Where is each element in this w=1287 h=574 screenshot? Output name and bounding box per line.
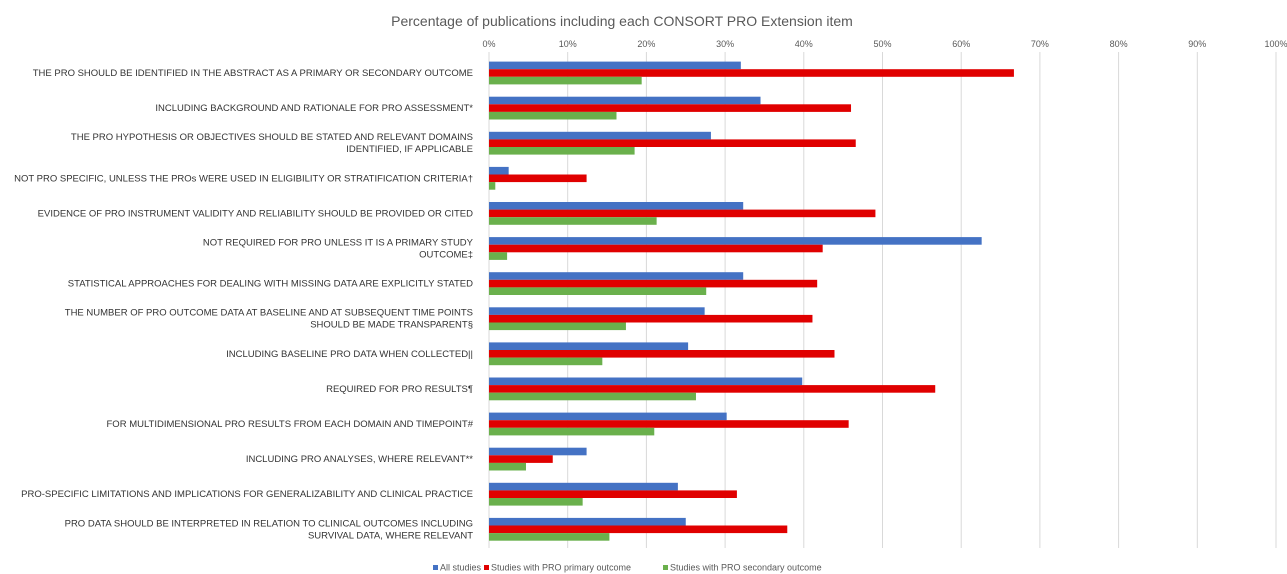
bar	[489, 322, 626, 331]
bar	[489, 147, 635, 155]
bar	[489, 490, 737, 498]
bar	[489, 252, 508, 260]
legend-swatch	[663, 565, 668, 570]
legend-swatch	[484, 565, 489, 570]
bar	[489, 104, 852, 112]
bar	[489, 209, 876, 218]
bar	[489, 166, 509, 175]
bar	[489, 420, 849, 428]
x-tick-label: 80%	[1110, 39, 1128, 49]
bar	[489, 61, 741, 70]
bar	[489, 462, 526, 471]
bar	[489, 139, 856, 147]
chart-title: Percentage of publications including eac…	[391, 13, 853, 29]
bar	[489, 357, 603, 366]
category-label: SHOULD BE MADE TRANSPARENT§	[310, 320, 473, 331]
category-label: INCLUDING BASELINE PRO DATA WHEN COLLECT…	[226, 349, 473, 360]
category-label: THE PRO SHOULD BE IDENTIFIED IN THE ABST…	[33, 68, 473, 79]
bar	[489, 182, 496, 190]
bars	[489, 61, 1014, 541]
category-label: IDENTIFIED, IF APPLICABLE	[346, 144, 473, 155]
category-label: PRO-SPECIFIC LIMITATIONS AND IMPLICATION…	[21, 489, 473, 500]
x-tick-label: 0%	[482, 39, 495, 49]
x-tick-label: 50%	[873, 39, 891, 49]
bar	[489, 76, 642, 85]
bar	[489, 533, 610, 541]
bar	[489, 131, 711, 140]
bar	[489, 427, 655, 436]
category-label: SURVIVAL DATA, WHERE RELEVANT	[308, 530, 473, 541]
legend-label: Studies with PRO primary outcome	[491, 563, 631, 573]
legend-swatch	[433, 565, 438, 570]
bar	[489, 482, 678, 491]
bar	[489, 307, 705, 315]
bar	[489, 244, 823, 253]
x-tick-label: 70%	[1031, 39, 1049, 49]
bar	[489, 447, 587, 456]
bar	[489, 314, 813, 323]
x-tick-label: 20%	[637, 39, 655, 49]
bar	[489, 455, 553, 463]
bar	[489, 237, 982, 245]
category-label: THE NUMBER OF PRO OUTCOME DATA AT BASELI…	[65, 308, 473, 319]
bar	[489, 279, 818, 288]
category-label: INCLUDING BACKGROUND AND RATIONALE FOR P…	[155, 103, 473, 114]
x-tick-label: 40%	[795, 39, 813, 49]
category-label: STATISTICAL APPROACHES FOR DEALING WITH …	[68, 279, 473, 290]
x-tick-label: 60%	[952, 39, 970, 49]
category-labels: THE PRO SHOULD BE IDENTIFIED IN THE ABST…	[14, 68, 474, 541]
category-label: THE PRO HYPOTHESIS OR OBJECTIVES SHOULD …	[71, 132, 473, 143]
category-label: NOT REQUIRED FOR PRO UNLESS IT IS A PRIM…	[203, 238, 474, 249]
bar	[489, 498, 583, 506]
x-tick-label: 90%	[1188, 39, 1206, 49]
category-label: FOR MULTIDIMENSIONAL PRO RESULTS FROM EA…	[107, 419, 474, 430]
x-axis-ticks: 0% 10% 20% 30% 40% 50% 60% 70% 80% 90% 100%	[482, 39, 1287, 49]
bar	[489, 96, 761, 105]
bar	[489, 392, 696, 401]
bar	[489, 202, 744, 210]
bar	[489, 385, 936, 393]
x-tick-label: 30%	[716, 39, 734, 49]
bar	[489, 517, 686, 526]
category-label: INCLUDING PRO ANALYSES, WHERE RELEVANT**	[246, 454, 473, 465]
category-label: REQUIRED FOR PRO RESULTS¶	[326, 384, 473, 395]
bar	[489, 272, 744, 280]
category-label: NOT PRO SPECIFIC, UNLESS THE PROs WERE U…	[14, 173, 473, 184]
category-label: OUTCOME‡	[419, 250, 473, 261]
category-label: PRO DATA SHOULD BE INTERPRETED IN RELATI…	[65, 518, 473, 529]
category-label: EVIDENCE OF PRO INSTRUMENT VALIDITY AND …	[38, 208, 473, 219]
bar	[489, 525, 788, 534]
legend-label: Studies with PRO secondary outcome	[670, 563, 822, 573]
legend-label: All studies	[440, 563, 482, 573]
bar	[489, 412, 727, 421]
bar	[489, 111, 617, 120]
bar	[489, 287, 707, 295]
x-tick-label: 10%	[559, 39, 577, 49]
bar	[489, 342, 689, 350]
bar	[489, 350, 835, 358]
bar	[489, 174, 587, 183]
legend: All studies Studies with PRO primary outc…	[433, 563, 822, 573]
gridlines	[488, 52, 1277, 548]
x-tick-label: 100%	[1264, 39, 1287, 49]
bar	[489, 377, 803, 386]
bar	[489, 69, 1014, 77]
bar	[489, 217, 657, 225]
